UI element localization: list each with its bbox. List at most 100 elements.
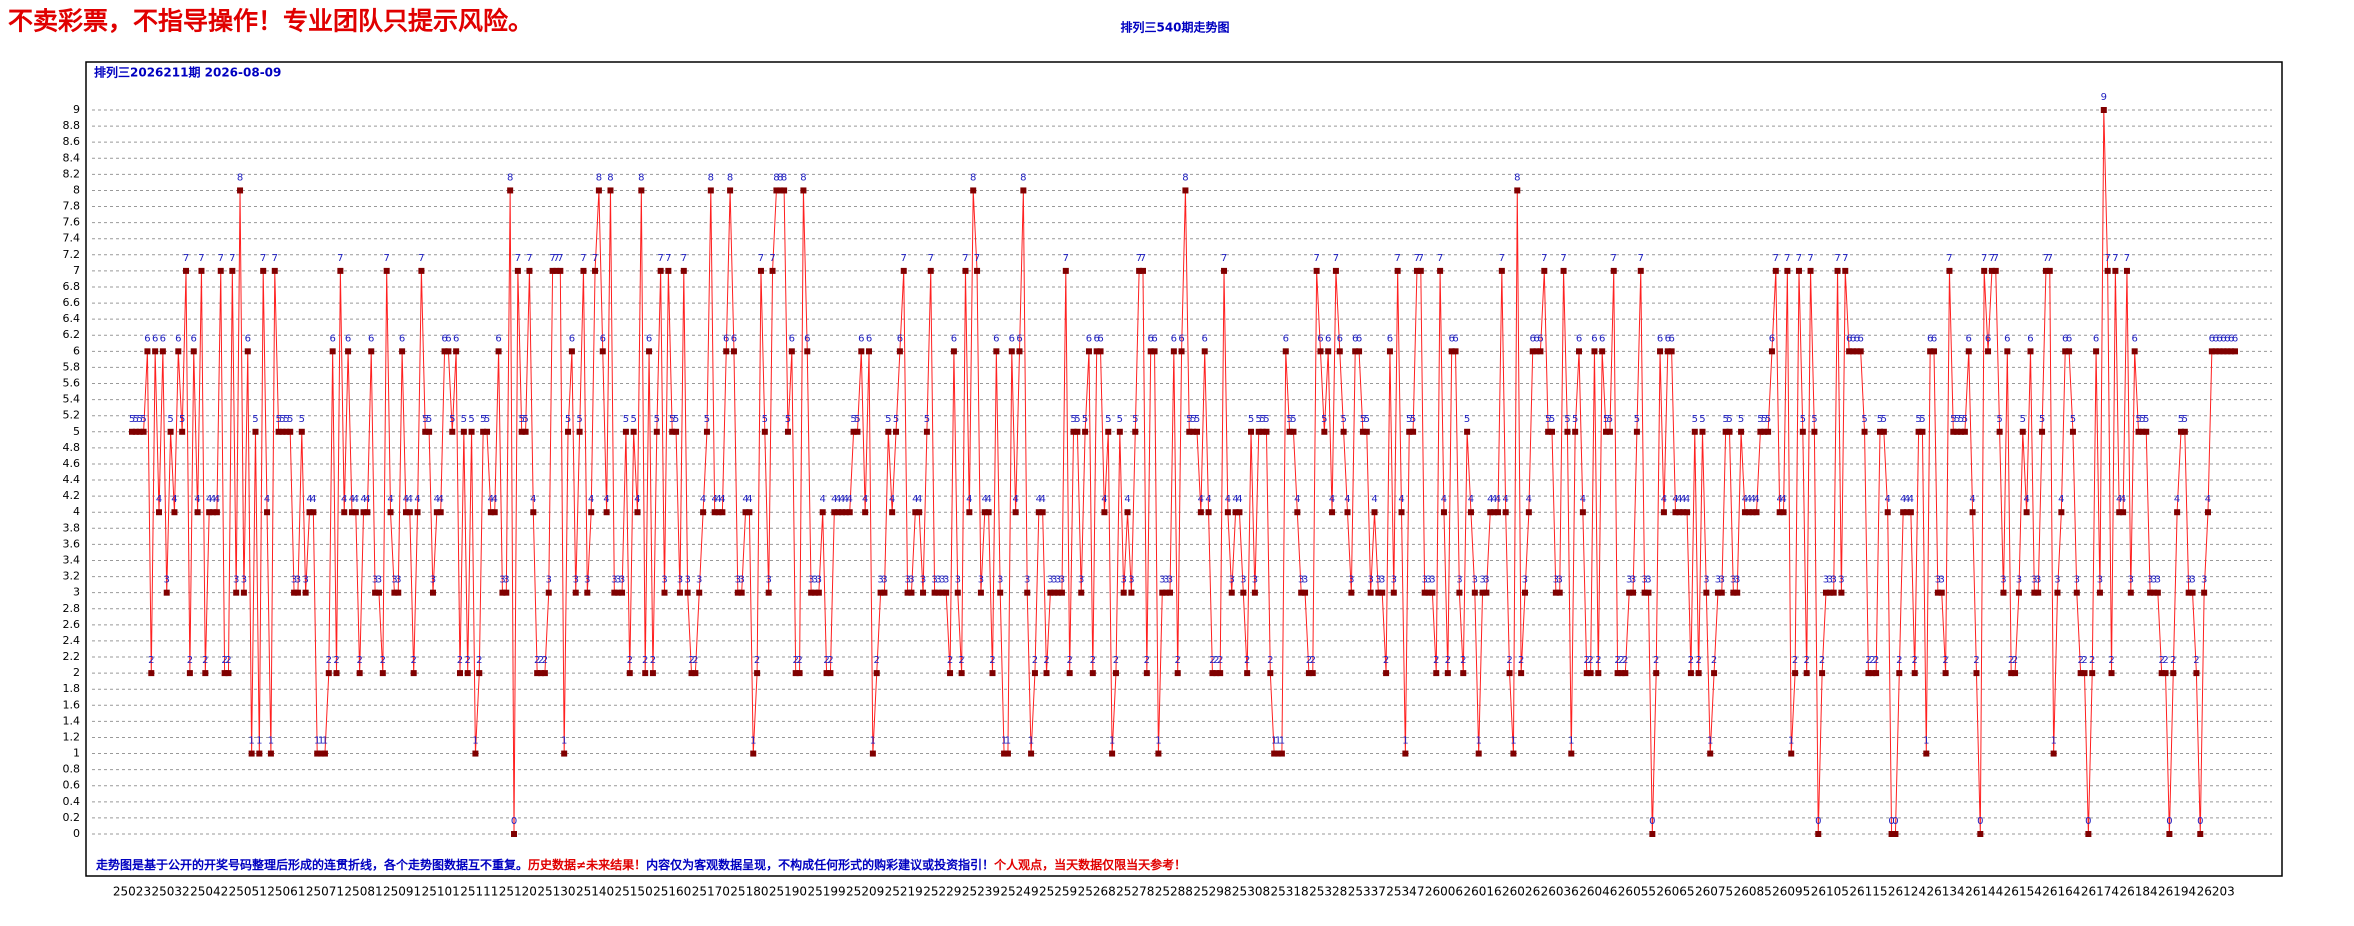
point-marker [1263,428,1270,435]
point-marker [896,348,903,355]
data-label: 5 [1105,414,1111,425]
point-marker [267,750,274,757]
data-label: 5 [1074,414,1080,425]
data-label: 6 [1927,333,1933,344]
data-label: 2 [1460,655,1466,666]
data-label: 6 [368,333,374,344]
data-label: 3 [615,575,621,586]
point-marker [1275,750,1282,757]
x-tick-label: 26203 [2197,885,2235,899]
data-label: 6 [723,333,729,344]
point-marker [1587,670,1594,677]
data-label: 4 [1398,494,1404,505]
data-label: 5 [1699,414,1705,425]
x-tick-label: 26105 [1811,885,1849,899]
data-label: 4 [1680,494,1686,505]
point-marker [869,750,876,757]
data-label: 2 [1595,655,1601,666]
point-marker [2069,428,2076,435]
point-marker [1410,428,1417,435]
point-marker [1344,509,1351,516]
point-marker [565,428,572,435]
point-marker [939,589,946,596]
point-marker [2046,267,2053,274]
data-label: 4 [1205,494,1211,505]
x-tick-label: 25278 [1116,885,1154,899]
x-tick-label: 26095 [1772,885,1810,899]
data-label: 4 [171,494,177,505]
point-marker [1421,589,1428,596]
x-tick-label: 25288 [1155,885,1193,899]
point-marker [1919,428,1926,435]
data-label: 2 [947,655,953,666]
y-tick-label: 3.4 [63,553,81,566]
data-label: 6 [1009,333,1015,344]
point-marker [1356,348,1363,355]
point-marker [1259,428,1266,435]
point-marker [1112,670,1119,677]
data-label: 5 [2070,414,2076,425]
data-label: 4 [1746,494,1752,505]
point-marker [1440,509,1447,516]
data-label: 2 [1213,655,1219,666]
data-label: 4 [214,494,220,505]
data-label: 3 [573,575,579,586]
data-label: 6 [2209,333,2215,344]
point-marker [912,509,919,516]
point-marker [337,267,344,274]
data-label: 4 [831,494,837,505]
point-marker [144,348,151,355]
point-marker [1838,589,1845,596]
point-marker [1954,428,1961,435]
data-label: 4 [916,494,922,505]
point-marker [1309,670,1316,677]
point-marker [484,428,491,435]
data-label: 4 [1487,494,1493,505]
point-marker [1012,509,1019,516]
point-marker [1170,348,1177,355]
data-label: 2 [874,655,880,666]
point-marker [823,670,830,677]
data-label: 2 [225,655,231,666]
data-label: 6 [2131,333,2137,344]
data-label: 2 [356,655,362,666]
point-marker [1518,670,1525,677]
point-marker [1429,589,1436,596]
point-marker [831,509,838,516]
point-marker [673,428,680,435]
data-label: 6 [600,333,606,344]
point-marker [2031,589,2038,596]
y-tick-label: 3.2 [63,570,81,583]
point-marker [2089,670,2096,677]
point-marker [1815,831,1822,837]
data-label: 8 [708,172,714,183]
point-marker [1958,428,1965,435]
data-label: 6 [2062,333,2068,344]
data-label: 4 [2116,494,2122,505]
point-marker [1066,670,1073,677]
data-label: 5 [167,414,173,425]
point-marker [541,670,548,677]
data-label: 4 [603,494,609,505]
data-label: 4 [1672,494,1678,505]
point-marker [1051,589,1058,596]
point-marker [445,348,452,355]
data-label: 7 [337,253,343,264]
data-label: 3 [1059,575,1065,586]
data-label: 3 [677,575,683,586]
data-label: 6 [2093,333,2099,344]
y-tick-label: 8.2 [63,167,81,180]
y-tick-label: 2.2 [63,650,81,663]
y-tick-label: 5.4 [63,393,81,406]
x-tick-label: 25071 [306,885,344,899]
point-marker [1062,267,1069,274]
point-marker [1124,509,1131,516]
data-label: 4 [2058,494,2064,505]
point-marker [1807,267,1814,274]
x-tick-label: 25061 [267,885,305,899]
data-label: 7 [383,253,389,264]
data-label: 3 [766,575,772,586]
point-marker [175,348,182,355]
point-marker [1699,428,1706,435]
point-marker [1961,428,1968,435]
